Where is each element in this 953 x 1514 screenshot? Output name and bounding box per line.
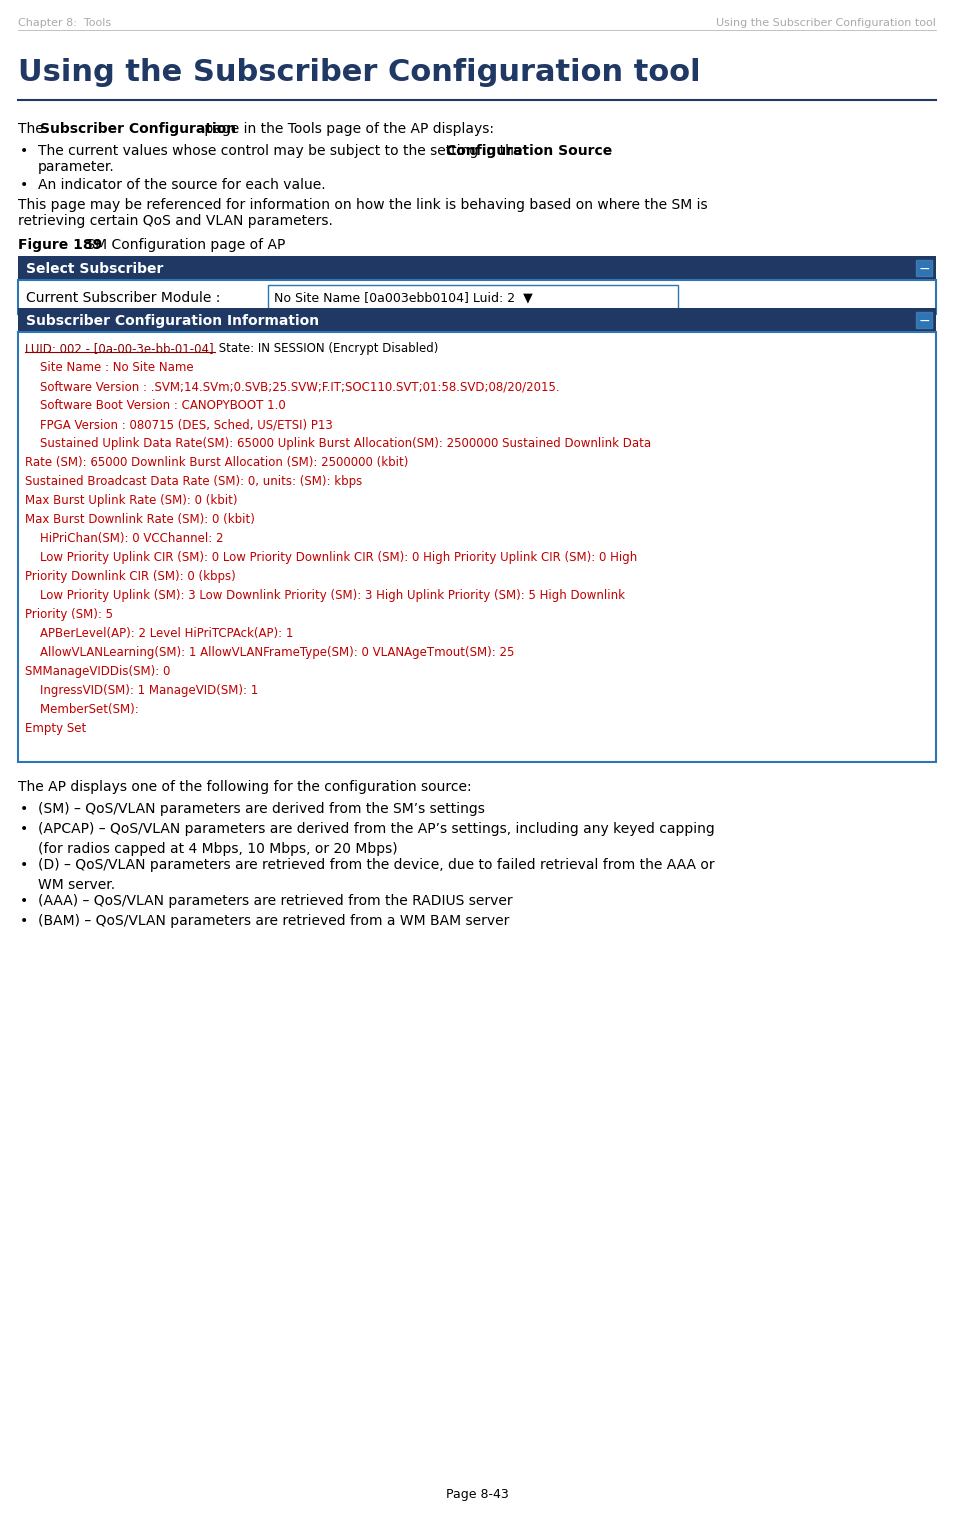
Text: Chapter 8:  Tools: Chapter 8: Tools <box>18 18 111 27</box>
Text: Page 8-43: Page 8-43 <box>445 1488 508 1500</box>
Bar <box>18 332 935 762</box>
Text: •: • <box>20 179 29 192</box>
Text: −: − <box>917 313 929 329</box>
Text: Using the Subscriber Configuration tool: Using the Subscriber Configuration tool <box>18 58 700 86</box>
Text: •: • <box>20 822 29 836</box>
Text: (D) – QoS/VLAN parameters are retrieved from the device, due to failed retrieval: (D) – QoS/VLAN parameters are retrieved … <box>38 858 714 872</box>
Bar <box>915 260 931 276</box>
Text: •: • <box>20 858 29 872</box>
Bar <box>18 307 935 332</box>
Text: The AP displays one of the following for the configuration source:: The AP displays one of the following for… <box>18 780 471 793</box>
Text: Rate (SM): 65000 Downlink Burst Allocation (SM): 2500000 (kbit): Rate (SM): 65000 Downlink Burst Allocati… <box>25 456 408 469</box>
Text: •: • <box>20 144 29 157</box>
Bar <box>915 312 931 329</box>
Text: −: − <box>917 262 929 276</box>
Text: AllowVLANLearning(SM): 1 AllowVLANFrameType(SM): 0 VLANAgeTmout(SM): 25: AllowVLANLearning(SM): 1 AllowVLANFrameT… <box>25 646 514 659</box>
Text: Sustained Uplink Data Rate(SM): 65000 Uplink Burst Allocation(SM): 2500000 Susta: Sustained Uplink Data Rate(SM): 65000 Up… <box>25 438 651 450</box>
Text: IngressVID(SM): 1 ManageVID(SM): 1: IngressVID(SM): 1 ManageVID(SM): 1 <box>25 684 258 696</box>
Text: Priority (SM): 5: Priority (SM): 5 <box>25 609 112 621</box>
Text: No Site Name [0a003ebb0104] Luid: 2  ▼: No Site Name [0a003ebb0104] Luid: 2 ▼ <box>274 292 532 304</box>
Text: SMManageVIDDis(SM): 0: SMManageVIDDis(SM): 0 <box>25 665 171 678</box>
Text: An indicator of the source for each value.: An indicator of the source for each valu… <box>38 179 325 192</box>
Text: This page may be referenced for information on how the link is behaving based on: This page may be referenced for informat… <box>18 198 707 212</box>
Text: (APCAP) – QoS/VLAN parameters are derived from the AP’s settings, including any : (APCAP) – QoS/VLAN parameters are derive… <box>38 822 714 836</box>
Text: •: • <box>20 893 29 908</box>
Text: Priority Downlink CIR (SM): 0 (kbps): Priority Downlink CIR (SM): 0 (kbps) <box>25 569 235 583</box>
Text: Site Name : No Site Name: Site Name : No Site Name <box>25 360 193 374</box>
Text: LUID: 002 - [0a-00-3e-bb-01-04]: LUID: 002 - [0a-00-3e-bb-01-04] <box>25 342 213 354</box>
Text: •: • <box>20 914 29 928</box>
Text: Current Subscriber Module :: Current Subscriber Module : <box>26 291 220 304</box>
Bar <box>18 280 935 313</box>
Text: retrieving certain QoS and VLAN parameters.: retrieving certain QoS and VLAN paramete… <box>18 213 333 229</box>
Text: Select Subscriber: Select Subscriber <box>26 262 163 276</box>
Text: •: • <box>20 802 29 816</box>
Text: MemberSet(SM):: MemberSet(SM): <box>25 702 138 716</box>
Text: Low Priority Uplink (SM): 3 Low Downlink Priority (SM): 3 High Uplink Priority (: Low Priority Uplink (SM): 3 Low Downlink… <box>25 589 624 603</box>
Text: Figure 189: Figure 189 <box>18 238 102 251</box>
Text: Max Burst Uplink Rate (SM): 0 (kbit): Max Burst Uplink Rate (SM): 0 (kbit) <box>25 494 237 507</box>
Bar <box>268 285 678 309</box>
Bar <box>18 256 935 280</box>
Text: (BAM) – QoS/VLAN parameters are retrieved from a WM BAM server: (BAM) – QoS/VLAN parameters are retrieve… <box>38 914 509 928</box>
Text: State: IN SESSION (Encrypt Disabled): State: IN SESSION (Encrypt Disabled) <box>214 342 438 354</box>
Text: Software Boot Version : CANOPYBOOT 1.0: Software Boot Version : CANOPYBOOT 1.0 <box>25 400 286 412</box>
Text: WM server.: WM server. <box>38 878 115 892</box>
Text: Using the Subscriber Configuration tool: Using the Subscriber Configuration tool <box>716 18 935 27</box>
Text: page in the Tools page of the AP displays:: page in the Tools page of the AP display… <box>200 123 494 136</box>
Text: (for radios capped at 4 Mbps, 10 Mbps, or 20 Mbps): (for radios capped at 4 Mbps, 10 Mbps, o… <box>38 842 397 855</box>
Text: APBerLevel(AP): 2 Level HiPriTCPAck(AP): 1: APBerLevel(AP): 2 Level HiPriTCPAck(AP):… <box>25 627 294 640</box>
Text: (SM) – QoS/VLAN parameters are derived from the SM’s settings: (SM) – QoS/VLAN parameters are derived f… <box>38 802 484 816</box>
Text: Subscriber Configuration Information: Subscriber Configuration Information <box>26 313 319 329</box>
Text: The: The <box>18 123 48 136</box>
Text: Max Burst Downlink Rate (SM): 0 (kbit): Max Burst Downlink Rate (SM): 0 (kbit) <box>25 513 254 525</box>
Text: The current values whose control may be subject to the setting in the: The current values whose control may be … <box>38 144 526 157</box>
Text: (AAA) – QoS/VLAN parameters are retrieved from the RADIUS server: (AAA) – QoS/VLAN parameters are retrieve… <box>38 893 512 908</box>
Text: HiPriChan(SM): 0 VCChannel: 2: HiPriChan(SM): 0 VCChannel: 2 <box>25 531 223 545</box>
Text: Low Priority Uplink CIR (SM): 0 Low Priority Downlink CIR (SM): 0 High Priority : Low Priority Uplink CIR (SM): 0 Low Prio… <box>25 551 637 565</box>
Text: SM Configuration page of AP: SM Configuration page of AP <box>82 238 285 251</box>
Text: Subscriber Configuration: Subscriber Configuration <box>40 123 236 136</box>
Text: FPGA Version : 080715 (DES, Sched, US/ETSI) P13: FPGA Version : 080715 (DES, Sched, US/ET… <box>25 418 333 431</box>
Text: Sustained Broadcast Data Rate (SM): 0, units: (SM): kbps: Sustained Broadcast Data Rate (SM): 0, u… <box>25 475 362 488</box>
Text: parameter.: parameter. <box>38 160 114 174</box>
Text: Software Version : .SVM;14.SVm;0.SVB;25.SVW;F.IT;SOC110.SVT;01:58.SVD;08/20/2015: Software Version : .SVM;14.SVm;0.SVB;25.… <box>25 380 559 394</box>
Text: Configuration Source: Configuration Source <box>446 144 612 157</box>
Text: Empty Set: Empty Set <box>25 722 86 734</box>
